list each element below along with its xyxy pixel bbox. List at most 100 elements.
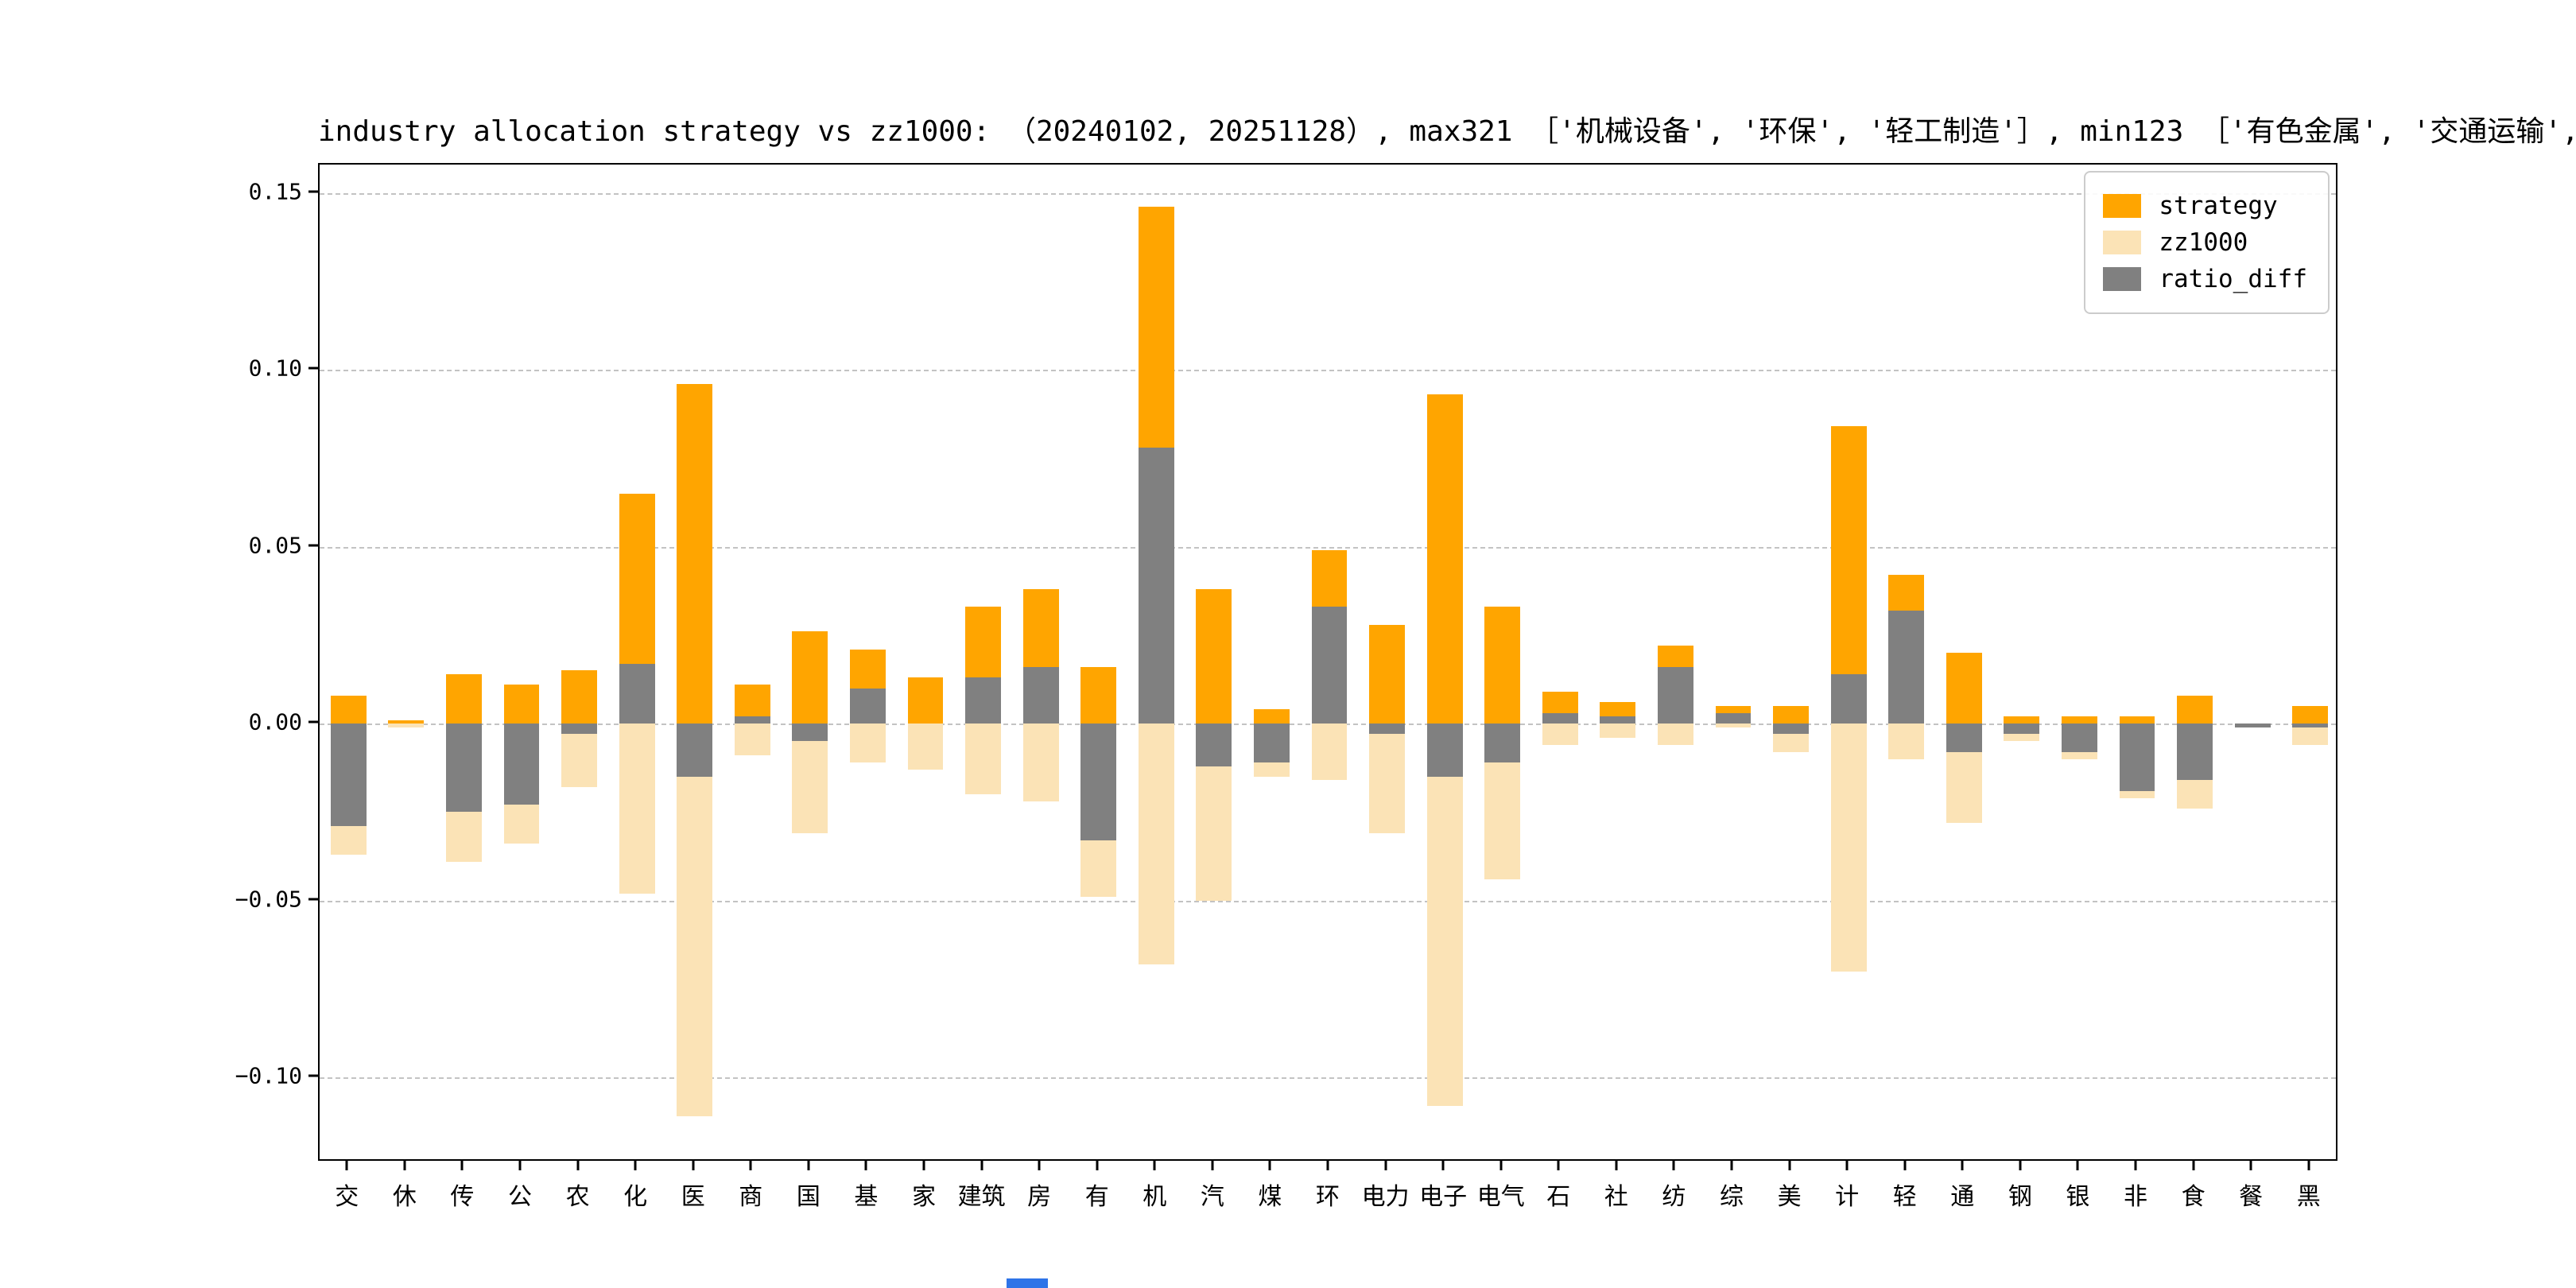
x-axis-tick-label: 农	[565, 1183, 590, 1211]
x-axis-tick	[1672, 1161, 1675, 1170]
x-axis-tick	[576, 1161, 580, 1170]
legend-swatch-ratio-diff	[2103, 267, 2142, 291]
x-axis-tick	[864, 1161, 867, 1170]
bar-zz1000	[734, 724, 770, 756]
x-axis-tick-label: 通	[1950, 1183, 1975, 1211]
x-axis-tick-label: 汽	[1200, 1183, 1224, 1211]
gridline	[320, 1077, 2336, 1080]
bar-zz1000	[677, 724, 713, 1117]
x-axis-tick-label: 建筑	[957, 1183, 1006, 1211]
x-axis-tick	[1788, 1161, 1791, 1170]
bar-zz1000	[1311, 724, 1348, 781]
x-axis-tick	[692, 1161, 695, 1170]
y-axis-tick-label: 0.10	[248, 355, 302, 382]
legend-label-zz1000: zz1000	[2159, 228, 2248, 257]
x-axis-tick	[2192, 1161, 2195, 1170]
legend-label-strategy: strategy	[2159, 192, 2278, 220]
x-axis-tick-label: 商	[739, 1183, 763, 1211]
y-axis-tick	[308, 544, 318, 547]
bar-strategy	[388, 720, 425, 724]
bar-strategy	[1773, 705, 1810, 724]
bar-ratio_diff	[2234, 724, 2271, 727]
x-axis-tick	[1211, 1161, 1214, 1170]
x-axis-tick-label: 房	[1027, 1183, 1052, 1211]
x-axis-tick-label: 化	[623, 1183, 648, 1211]
gridline	[320, 900, 2336, 902]
x-axis-tick	[1384, 1161, 1387, 1170]
bar-ratio_diff	[965, 677, 1002, 724]
plot-area	[318, 163, 2337, 1161]
y-axis-tick	[308, 1074, 318, 1077]
x-axis-tick	[2307, 1161, 2310, 1170]
bar-ratio_diff	[1715, 712, 1752, 724]
x-axis-tick	[1903, 1161, 1907, 1170]
x-axis-tick-label: 综	[1720, 1183, 1744, 1211]
bar-strategy	[677, 383, 713, 724]
x-axis-tick-label: 计	[1835, 1183, 1860, 1211]
bar-strategy	[1484, 607, 1521, 724]
x-axis-tick-label: 家	[912, 1183, 936, 1211]
x-axis-tick-label: 有	[1084, 1183, 1109, 1211]
x-axis-tick-label: 公	[508, 1183, 532, 1211]
bar-ratio_diff	[445, 724, 482, 813]
bar-zz1000	[388, 724, 425, 727]
legend-item-zz1000: zz1000	[2103, 228, 2307, 257]
x-axis-tick	[1557, 1161, 1560, 1170]
bar-strategy	[1946, 653, 1982, 724]
legend-swatch-strategy	[2103, 194, 2142, 218]
bar-ratio_diff	[2119, 724, 2155, 791]
bar-zz1000	[2292, 724, 2329, 745]
x-axis-tick	[749, 1161, 752, 1170]
bar-zz1000	[1022, 724, 1059, 802]
bar-strategy	[2004, 716, 2040, 724]
x-axis-tick-label: 轻	[1892, 1183, 1917, 1211]
bar-ratio_diff	[1946, 724, 1982, 752]
bottom-blue-artifact	[1007, 1278, 1048, 1288]
bar-strategy	[503, 685, 540, 724]
x-axis-tick-label: 传	[450, 1183, 475, 1211]
bar-strategy	[330, 695, 367, 724]
bar-ratio_diff	[1600, 716, 1636, 724]
bar-ratio_diff	[2292, 724, 2329, 727]
bar-ratio_diff	[1080, 724, 1117, 840]
x-axis-tick	[1096, 1161, 1099, 1170]
bar-strategy	[907, 677, 944, 724]
legend-label-ratio-diff: ratio_diff	[2159, 265, 2307, 293]
bar-ratio_diff	[1138, 448, 1174, 724]
x-axis-tick-label: 国	[796, 1183, 821, 1211]
bar-strategy	[1830, 426, 1867, 724]
bar-ratio_diff	[1022, 666, 1059, 724]
x-axis-tick	[1499, 1161, 1503, 1170]
bar-strategy	[1196, 589, 1232, 724]
bar-ratio_diff	[1253, 724, 1290, 763]
chart-title: industry allocation strategy vs zz1000: …	[318, 115, 2576, 148]
bar-ratio_diff	[792, 724, 828, 742]
bar-ratio_diff	[677, 724, 713, 777]
x-axis-tick-label: 钢	[2008, 1183, 2032, 1211]
bar-ratio_diff	[330, 724, 367, 827]
x-axis-tick	[1326, 1161, 1329, 1170]
bar-zz1000	[1600, 724, 1636, 738]
bar-zz1000	[619, 724, 655, 894]
bar-zz1000	[792, 724, 828, 834]
bar-ratio_diff	[849, 688, 886, 724]
bar-zz1000	[1138, 724, 1174, 964]
gridline	[320, 546, 2336, 549]
x-axis-tick-label: 美	[1777, 1183, 1802, 1211]
y-axis-tick-label: −0.10	[235, 1062, 302, 1089]
gridline	[320, 192, 2336, 195]
x-axis-tick	[2019, 1161, 2022, 1170]
x-axis-tick	[1615, 1161, 1618, 1170]
bar-ratio_diff	[1369, 724, 1406, 735]
bar-ratio_diff	[503, 724, 540, 805]
bar-ratio_diff	[2177, 724, 2213, 781]
legend: strategy zz1000 ratio_diff	[2084, 171, 2330, 314]
x-axis-tick	[1845, 1161, 1849, 1170]
x-axis-tick-label: 电子	[1419, 1183, 1468, 1211]
bar-zz1000	[1715, 724, 1752, 727]
x-axis-tick	[980, 1161, 983, 1170]
x-axis-tick-label: 交	[335, 1183, 359, 1211]
bar-ratio_diff	[1773, 724, 1810, 735]
x-axis-tick	[1038, 1161, 1041, 1170]
bar-zz1000	[1426, 724, 1463, 1106]
